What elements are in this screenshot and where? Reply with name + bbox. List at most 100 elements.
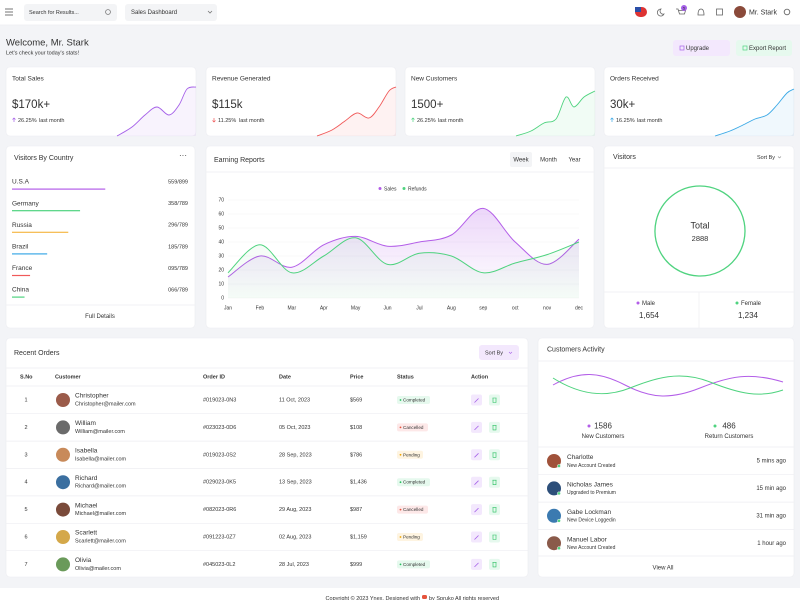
edit-icon <box>474 453 479 458</box>
stat-card <box>603 66 795 137</box>
progress-bar <box>12 274 31 277</box>
country-name: Russia <box>12 222 32 229</box>
tab[interactable] <box>510 152 532 167</box>
status-label: Completed <box>403 398 426 403</box>
stat-value: $115k <box>212 99 243 111</box>
order-price: $108 <box>350 425 362 431</box>
legend-label: Sales <box>384 186 397 192</box>
row-number: 6 <box>24 534 27 540</box>
footer-text: Copyright © 2023 Ynex. Designed with <box>326 595 420 600</box>
delete-icon <box>492 534 497 540</box>
customer-avatar <box>56 557 70 572</box>
action-button[interactable] <box>736 40 792 56</box>
x-tick-label: Aug <box>447 305 456 311</box>
edit-icon <box>474 535 479 540</box>
country-name: China <box>12 287 29 294</box>
delete-icon <box>492 507 497 513</box>
delete-button[interactable] <box>489 476 500 488</box>
view-all-link[interactable]: View All <box>653 566 674 572</box>
customer-name: William <box>75 420 96 427</box>
column-header: Order ID <box>203 374 225 380</box>
column-header: Date <box>279 374 291 380</box>
action-button[interactable] <box>673 40 730 56</box>
x-tick-label: Jan <box>224 305 232 311</box>
sort-button[interactable] <box>479 345 519 360</box>
country-card <box>5 145 196 329</box>
dashboard-select[interactable] <box>125 4 217 21</box>
settings-icon[interactable] <box>783 8 791 16</box>
order-id: #091223-0Z7 <box>203 534 236 540</box>
legend-dot <box>735 301 739 305</box>
customer-email: Olivia@mailer.com <box>75 566 121 572</box>
country-count: 358/789 <box>168 201 188 207</box>
status-label: Completed <box>403 480 426 485</box>
country-name: Germany <box>12 200 39 207</box>
user-avatar[interactable] <box>734 6 746 18</box>
legend-dot <box>378 187 382 190</box>
activity-stat-value: 1586 <box>594 422 612 431</box>
stat-title: Orders Received <box>610 76 659 83</box>
sparkline <box>316 86 397 137</box>
delete-button[interactable] <box>489 558 500 570</box>
customer-email: Scarlett@mailer.com <box>75 538 126 544</box>
status-label: Pending <box>403 452 420 457</box>
order-date: 13 Sep, 2023 <box>279 480 312 486</box>
delete-button[interactable] <box>489 421 500 433</box>
status-dot <box>399 426 402 429</box>
activity-name: Charlotte <box>567 454 594 461</box>
activity-action: New Device Loggedin <box>567 518 616 524</box>
status-badge <box>397 423 428 432</box>
status-badge <box>397 450 423 459</box>
user-name: Mr. Stark <box>749 9 778 16</box>
more-icon[interactable]: ··· <box>179 151 187 160</box>
legend-dot <box>636 301 640 305</box>
order-price: $1,436 <box>350 480 367 486</box>
delete-button[interactable] <box>489 394 500 406</box>
customer-avatar <box>56 420 70 435</box>
button-label: Upgrade <box>686 46 710 52</box>
search-box[interactable] <box>24 4 117 21</box>
delete-button[interactable] <box>489 504 500 516</box>
legend-dot <box>713 424 717 428</box>
stat-title: Revenue Generated <box>212 76 271 83</box>
activity-avatar <box>547 481 561 496</box>
chevron <box>777 156 782 159</box>
delete-button[interactable] <box>489 531 500 543</box>
status-dot <box>399 453 402 456</box>
progress-bar <box>12 188 106 190</box>
status-label: Cancelled <box>403 507 424 512</box>
x-tick-label: sep <box>479 305 487 311</box>
activity-action: New Account Created <box>567 463 616 469</box>
line <box>227 207 580 278</box>
order-price: $786 <box>350 452 362 458</box>
status-label: Completed <box>403 562 426 567</box>
heart-icon <box>422 595 427 599</box>
notification-icon[interactable] <box>697 8 705 16</box>
y-tick-label: 30 <box>218 253 224 259</box>
moon-icon[interactable] <box>656 8 665 17</box>
country-count: 066/789 <box>168 287 188 293</box>
customer-name: Christopher <box>75 393 109 400</box>
y-tick-label: 60 <box>218 211 224 217</box>
status-dot <box>399 481 402 484</box>
country-name: France <box>12 265 33 272</box>
customer-email: William@mailer.com <box>75 429 125 435</box>
full-details-link[interactable]: Full Details <box>85 314 115 320</box>
segment-name: Female <box>741 301 762 307</box>
customer-avatar <box>56 447 70 462</box>
progress-bar <box>12 210 81 212</box>
search-icon[interactable] <box>105 9 111 15</box>
stat-change: 26.25% <box>417 118 436 124</box>
fullscreen-icon[interactable] <box>716 8 723 16</box>
country-name: Brazil <box>12 244 29 251</box>
customer-name: Richard <box>75 475 98 482</box>
sort-button[interactable]: Sort By <box>757 155 775 161</box>
legend-dot <box>587 424 591 428</box>
stat-value: $170k+ <box>12 99 50 111</box>
status-dot <box>399 563 402 566</box>
delete-button[interactable] <box>489 449 500 461</box>
edit-icon <box>474 507 479 513</box>
status-badge <box>397 396 430 404</box>
